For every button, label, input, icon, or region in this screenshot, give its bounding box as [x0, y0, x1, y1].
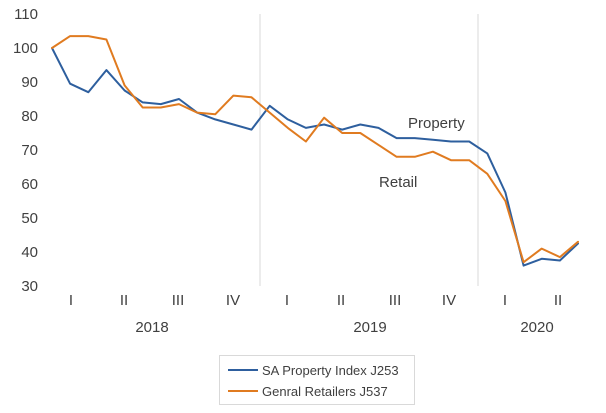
y-tick-label: 70 — [21, 142, 38, 159]
legend-label-property: SA Property Index J253 — [262, 362, 399, 378]
x-tick-label: IV — [442, 292, 456, 309]
series-lines — [51, 35, 579, 267]
year-label: 2020 — [520, 319, 553, 336]
year-label: 2018 — [135, 319, 168, 336]
y-tick-label: 60 — [21, 176, 38, 193]
x-tick-label: II — [120, 292, 128, 309]
y-tick-label: 100 — [13, 40, 38, 57]
legend-label-retail: Genral Retailers J537 — [262, 383, 388, 399]
series-line-property — [51, 47, 579, 267]
legend: SA Property Index J253 Genral Retailers … — [219, 355, 415, 405]
x-tick-label: IV — [226, 292, 240, 309]
x-axis-quarter-ticks: I II III IV I II III IV I II — [69, 292, 562, 309]
annotation-property: Property — [408, 115, 465, 132]
x-tick-label: I — [69, 292, 73, 309]
x-axis-year-ticks: 2018 2019 2020 — [135, 319, 553, 336]
x-tick-label: II — [554, 292, 562, 309]
y-tick-label: 80 — [21, 108, 38, 125]
x-tick-label: III — [172, 292, 185, 309]
y-tick-label: 90 — [21, 74, 38, 91]
series-line-retail — [51, 35, 579, 264]
y-tick-label: 110 — [14, 6, 38, 23]
legend-item-property: SA Property Index J253 — [228, 360, 399, 380]
annotation-retail: Retail — [379, 174, 417, 191]
legend-item-retail: Genral Retailers J537 — [228, 381, 388, 401]
year-dividers — [259, 14, 479, 286]
y-tick-label: 30 — [21, 278, 38, 295]
x-tick-label: III — [389, 292, 402, 309]
year-label: 2019 — [353, 319, 386, 336]
x-tick-label: II — [337, 292, 345, 309]
y-tick-label: 40 — [21, 244, 38, 261]
legend-swatch-retail — [228, 390, 258, 392]
x-tick-label: I — [503, 292, 507, 309]
x-tick-label: I — [285, 292, 289, 309]
y-tick-label: 50 — [21, 210, 38, 227]
y-axis-ticks: 30 40 50 60 70 80 90 100 110 — [13, 6, 38, 295]
legend-swatch-property — [228, 369, 258, 371]
